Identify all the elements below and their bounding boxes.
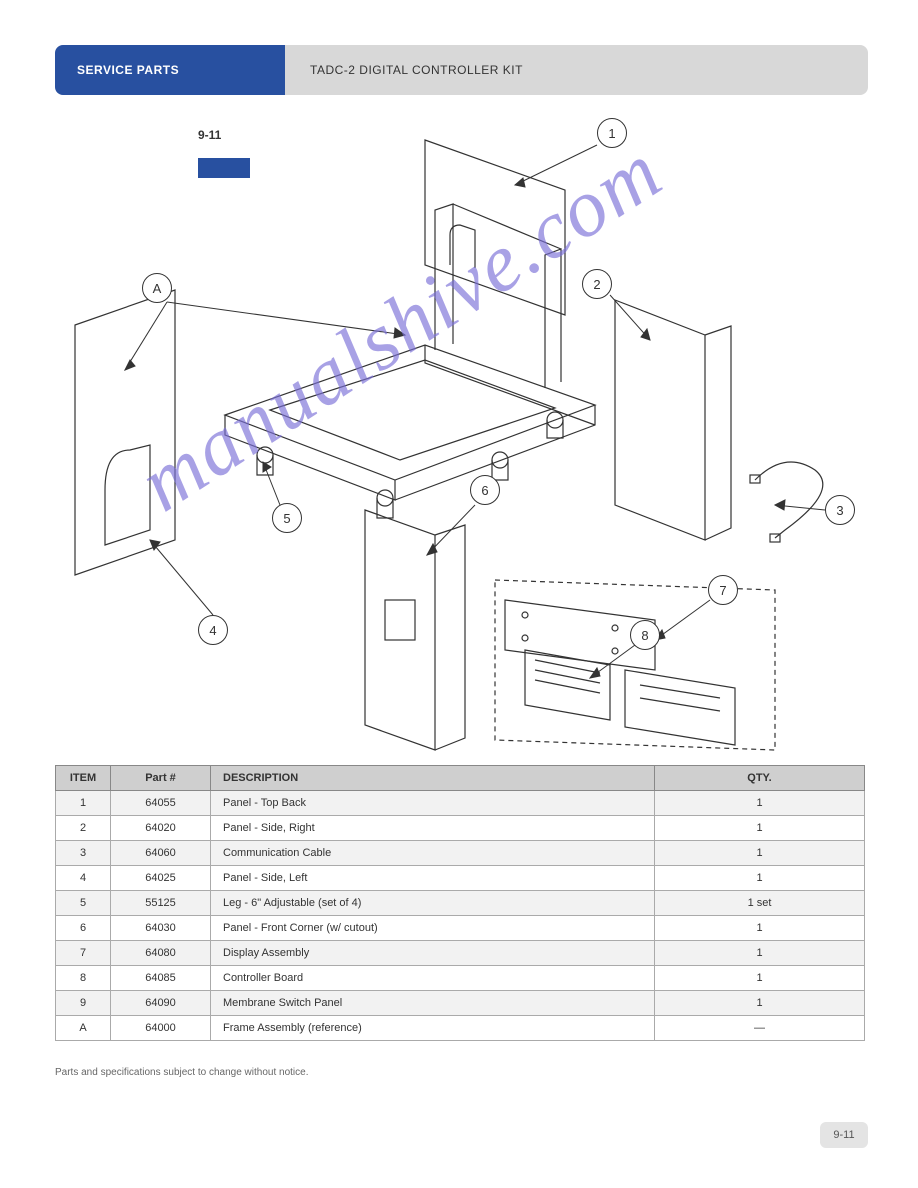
callout-label: 1 bbox=[608, 126, 615, 141]
table-cell: 1 bbox=[655, 991, 865, 1016]
callout-8: 8 bbox=[630, 620, 660, 650]
table-row: 664030Panel - Front Corner (w/ cutout)1 bbox=[56, 916, 865, 941]
table-cell: 64080 bbox=[111, 941, 211, 966]
callout-5: 5 bbox=[272, 503, 302, 533]
header-blue-tab: SERVICE PARTS bbox=[55, 45, 285, 95]
table-cell: 55125 bbox=[111, 891, 211, 916]
table-cell: Panel - Side, Left bbox=[211, 866, 655, 891]
exploded-diagram: 1 2 3 4 5 6 7 8 A bbox=[55, 110, 865, 760]
page-number: 9-11 bbox=[833, 1129, 854, 1141]
table-row: A64000Frame Assembly (reference)— bbox=[56, 1016, 865, 1041]
table-cell: Panel - Front Corner (w/ cutout) bbox=[211, 916, 655, 941]
callout-6: 6 bbox=[470, 475, 500, 505]
callout-label: 4 bbox=[209, 623, 216, 638]
callout-2: 2 bbox=[582, 269, 612, 299]
table-cell: 9 bbox=[56, 991, 111, 1016]
table-cell: Controller Board bbox=[211, 966, 655, 991]
table-cell: Display Assembly bbox=[211, 941, 655, 966]
callout-label: A bbox=[153, 281, 162, 296]
table-cell: Panel - Side, Right bbox=[211, 816, 655, 841]
callout-label: 3 bbox=[836, 503, 843, 518]
table-cell: 1 set bbox=[655, 891, 865, 916]
table-row: 764080Display Assembly1 bbox=[56, 941, 865, 966]
table-cell: 64025 bbox=[111, 866, 211, 891]
callout-label: 8 bbox=[641, 628, 648, 643]
table-cell: Panel - Top Back bbox=[211, 791, 655, 816]
table-row: 464025Panel - Side, Left1 bbox=[56, 866, 865, 891]
table-cell: — bbox=[655, 1016, 865, 1041]
col-qty: QTY. bbox=[655, 766, 865, 791]
callout-label: 7 bbox=[719, 583, 726, 598]
table-cell: 64085 bbox=[111, 966, 211, 991]
table-cell: 6 bbox=[56, 916, 111, 941]
table-cell: 1 bbox=[655, 791, 865, 816]
table-cell: 64000 bbox=[111, 1016, 211, 1041]
page-number-badge: 9-11 bbox=[820, 1122, 868, 1148]
table-cell: 64055 bbox=[111, 791, 211, 816]
table-cell: Leg - 6" Adjustable (set of 4) bbox=[211, 891, 655, 916]
table-cell: 64090 bbox=[111, 991, 211, 1016]
footer-note: Parts and specifications subject to chan… bbox=[55, 1067, 308, 1078]
callout-3: 3 bbox=[825, 495, 855, 525]
callout-7: 7 bbox=[708, 575, 738, 605]
table-row: 264020Panel - Side, Right1 bbox=[56, 816, 865, 841]
table-cell: 8 bbox=[56, 966, 111, 991]
table-cell: 1 bbox=[655, 841, 865, 866]
col-item: ITEM bbox=[56, 766, 111, 791]
table-cell: 5 bbox=[56, 891, 111, 916]
col-desc: DESCRIPTION bbox=[211, 766, 655, 791]
table-cell: 4 bbox=[56, 866, 111, 891]
callout-label: 2 bbox=[593, 277, 600, 292]
table-cell: 64020 bbox=[111, 816, 211, 841]
table-cell: 2 bbox=[56, 816, 111, 841]
table-cell: 1 bbox=[655, 966, 865, 991]
table-row: 164055Panel - Top Back1 bbox=[56, 791, 865, 816]
table-cell: 1 bbox=[655, 941, 865, 966]
callout-4: 4 bbox=[198, 615, 228, 645]
table-cell: 64060 bbox=[111, 841, 211, 866]
table-row: 864085Controller Board1 bbox=[56, 966, 865, 991]
table-cell: 1 bbox=[655, 916, 865, 941]
table-cell: 1 bbox=[655, 816, 865, 841]
table-cell: A bbox=[56, 1016, 111, 1041]
table-header-row: ITEM Part # DESCRIPTION QTY. bbox=[56, 766, 865, 791]
table-row: 964090Membrane Switch Panel1 bbox=[56, 991, 865, 1016]
callout-leaders bbox=[55, 110, 865, 760]
table-cell: 7 bbox=[56, 941, 111, 966]
callout-1: 1 bbox=[597, 118, 627, 148]
callout-label: 6 bbox=[481, 483, 488, 498]
table-cell: Frame Assembly (reference) bbox=[211, 1016, 655, 1041]
table-cell: Membrane Switch Panel bbox=[211, 991, 655, 1016]
callout-label: 5 bbox=[283, 511, 290, 526]
table-cell: 1 bbox=[56, 791, 111, 816]
callout-A: A bbox=[142, 273, 172, 303]
parts-table: ITEM Part # DESCRIPTION QTY. 164055Panel… bbox=[55, 765, 865, 1041]
table-row: 555125Leg - 6" Adjustable (set of 4)1 se… bbox=[56, 891, 865, 916]
table-row: 364060Communication Cable1 bbox=[56, 841, 865, 866]
table-cell: Communication Cable bbox=[211, 841, 655, 866]
page-header: SERVICE PARTS TADC-2 DIGITAL CONTROLLER … bbox=[55, 45, 868, 95]
table-cell: 1 bbox=[655, 866, 865, 891]
table-cell: 3 bbox=[56, 841, 111, 866]
header-gray-strip: TADC-2 DIGITAL CONTROLLER KIT bbox=[285, 45, 868, 95]
col-part: Part # bbox=[111, 766, 211, 791]
table-cell: 64030 bbox=[111, 916, 211, 941]
